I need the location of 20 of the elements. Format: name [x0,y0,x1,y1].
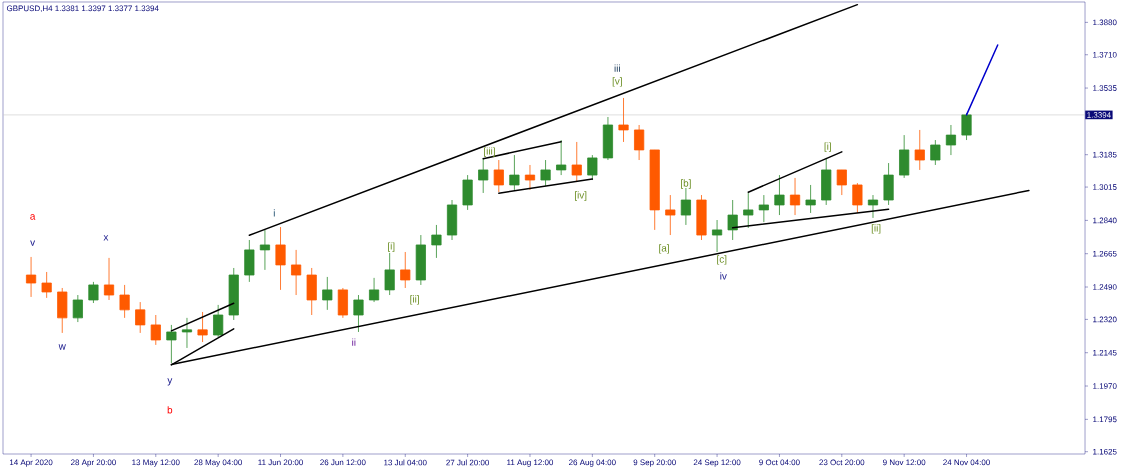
annotation: [iv] [574,191,587,201]
annotation: iv [720,272,727,280]
annotation: [iii] [484,147,495,157]
annotation: v [30,240,36,246]
annotation: i [273,209,275,217]
annotation: [v] [612,77,622,87]
annotation: ii [352,338,356,346]
annotation: [a] [659,244,669,254]
annotation: [i] [824,142,831,152]
annotation: [i] [388,242,395,252]
annotation: [ii] [871,224,881,234]
annotation: [ii] [410,295,419,305]
annotation: iii [614,64,620,72]
annotation: x [103,235,109,241]
annotation: [c] [717,255,727,265]
annotation: a [30,214,36,220]
annotation: w [58,344,66,350]
annotation: [b] [681,179,691,189]
annotation: b [167,406,173,414]
annotation: y [167,378,173,386]
